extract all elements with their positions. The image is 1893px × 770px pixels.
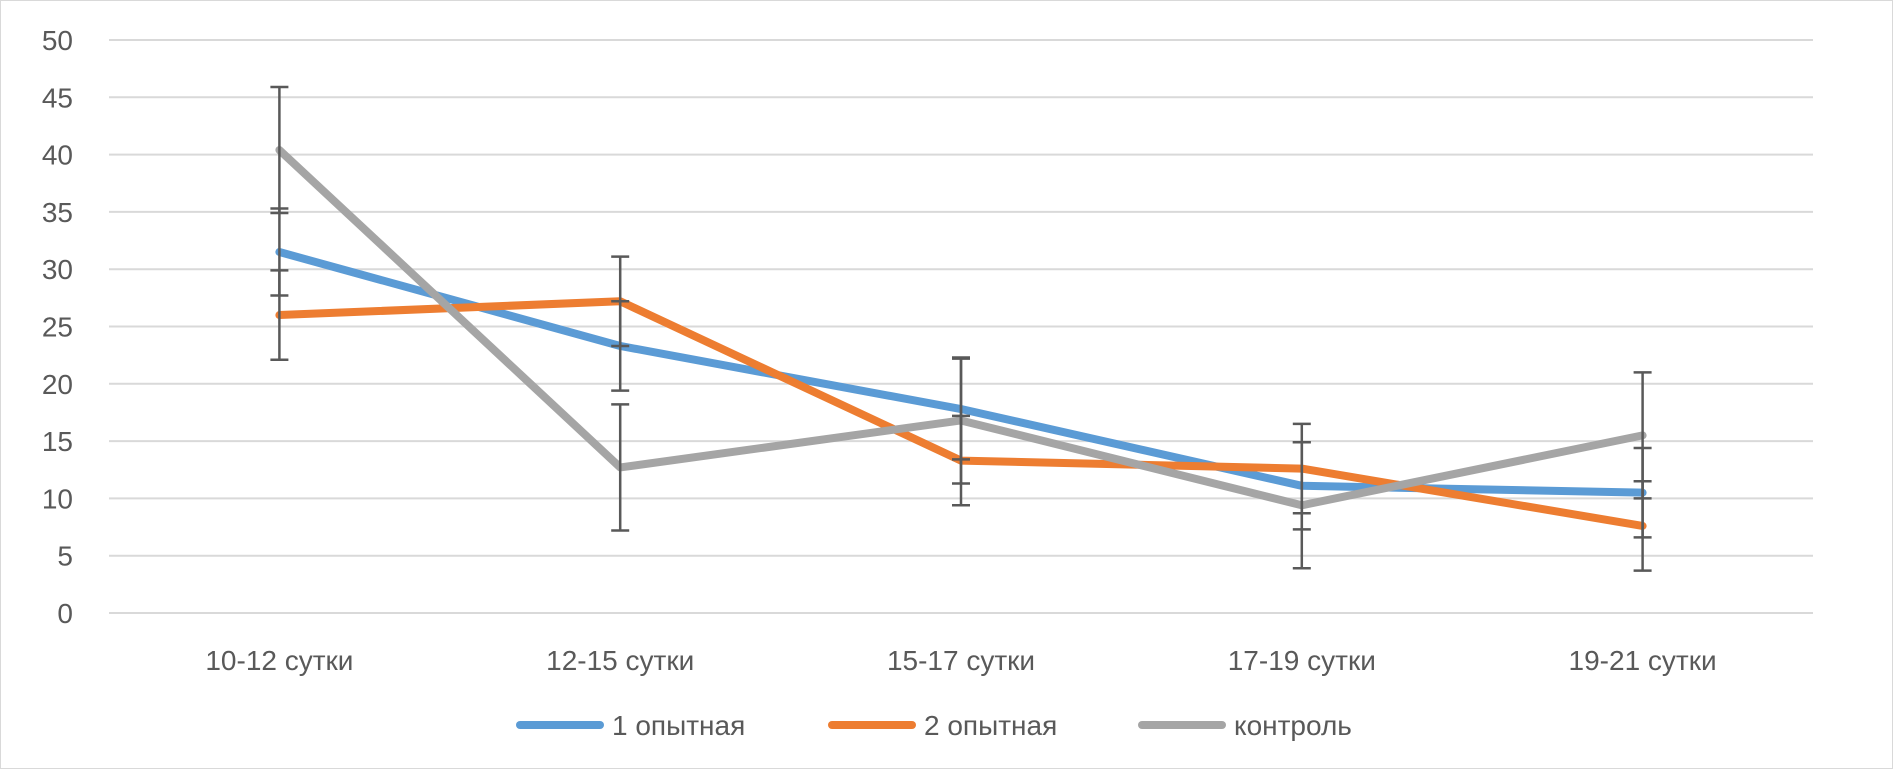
y-tick-label: 5 xyxy=(57,541,73,572)
x-category-label: 19-21 сутки xyxy=(1569,645,1717,676)
y-tick-label: 40 xyxy=(42,140,73,171)
y-tick-label: 15 xyxy=(42,426,73,457)
error-bar xyxy=(270,87,288,213)
y-axis-tick-labels: 0 5 10 15 20 25 30 35 40 45 50 xyxy=(42,25,73,629)
y-tick-label: 25 xyxy=(42,312,73,343)
legend-label: 2 опытная xyxy=(924,710,1057,741)
y-tick-label: 20 xyxy=(42,369,73,400)
y-tick-label: 50 xyxy=(42,25,73,56)
x-category-label: 17-19 сутки xyxy=(1228,645,1376,676)
x-category-label: 12-15 сутки xyxy=(546,645,694,676)
x-category-label: 15-17 сутки xyxy=(887,645,1035,676)
x-category-label: 10-12 сутки xyxy=(205,645,353,676)
y-tick-label: 45 xyxy=(42,82,73,113)
x-axis-category-labels: 10-12 сутки 12-15 сутки 15-17 сутки 17-19 с… xyxy=(205,645,1716,676)
y-tick-label: 0 xyxy=(57,598,73,629)
legend: 1 опытная 2 опытная контроль xyxy=(520,710,1352,741)
y-tick-label: 10 xyxy=(42,483,73,514)
y-tick-label: 30 xyxy=(42,254,73,285)
y-tick-label: 35 xyxy=(42,197,73,228)
legend-label: 1 опытная xyxy=(612,710,745,741)
grid-lines xyxy=(109,40,1813,613)
legend-label: контроль xyxy=(1234,710,1352,741)
